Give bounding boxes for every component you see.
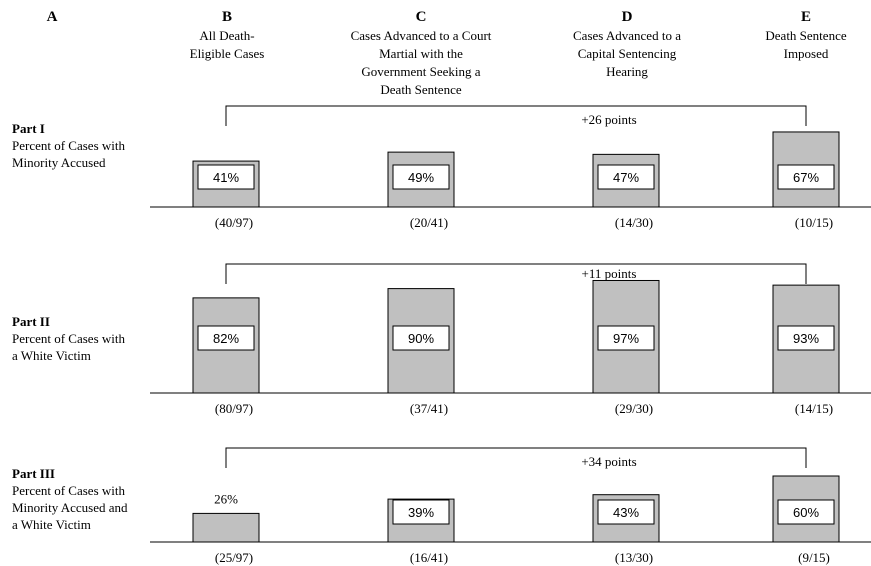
- column-title-line: All Death-: [199, 28, 254, 43]
- bar-value-label: 90%: [408, 331, 434, 346]
- bar-fraction-label: (25/97): [215, 550, 253, 565]
- panel-part-1: Part I Percent of Cases with Minority Accu…: [12, 105, 871, 230]
- column-header-b: B All Death- Eligible Cases: [190, 9, 265, 61]
- panel-subtitle-line: Percent of Cases with: [12, 331, 126, 346]
- bar-fraction-label: (10/15): [795, 215, 833, 230]
- value-label-box: [197, 164, 255, 190]
- column-title-line: Martial with the: [379, 46, 463, 61]
- column-letter: A: [47, 9, 58, 25]
- column-headers: A B All Death- Eligible Cases C Cases Advance…: [47, 9, 847, 97]
- value-label-box: [392, 164, 450, 190]
- column-letter: D: [622, 9, 633, 25]
- change-label: +34 points: [581, 454, 636, 469]
- bar-fraction-label: (14/30): [615, 215, 653, 230]
- bar-fraction-label: (29/30): [615, 401, 653, 416]
- bar-fraction-label: (14/15): [795, 401, 833, 416]
- column-letter: E: [801, 9, 811, 25]
- panel-title: Part III: [12, 466, 55, 481]
- column-title-line: Capital Sentencing: [578, 46, 677, 61]
- column-header-c: C Cases Advanced to a Court Martial with t…: [351, 9, 492, 97]
- bar-value-label: 82%: [213, 331, 239, 346]
- panel-title: Part I: [12, 121, 45, 136]
- bar-b: [192, 512, 260, 543]
- bar-value-label: 39%: [408, 505, 434, 520]
- bar-value-label: 47%: [613, 170, 639, 185]
- bar-fraction-label: (80/97): [215, 401, 253, 416]
- bar-fraction-label: (9/15): [798, 550, 830, 565]
- bar-value-label: 97%: [613, 331, 639, 346]
- change-label: +11 points: [582, 266, 637, 281]
- value-label-box: [392, 325, 450, 351]
- bar-fraction-label: (13/30): [615, 550, 653, 565]
- bar-value-label: 43%: [613, 505, 639, 520]
- chart-panels: Part I Percent of Cases with Minority Accu…: [12, 105, 871, 565]
- change-label: +26 points: [581, 112, 636, 127]
- bar-value-label: 60%: [793, 505, 819, 520]
- value-label-box: [597, 499, 655, 525]
- bar-value-label: 49%: [408, 170, 434, 185]
- panel-part-3: Part III Percent of Cases with Minority Ac…: [12, 447, 871, 565]
- bar-fraction-label: (16/41): [410, 550, 448, 565]
- column-letter: B: [222, 9, 232, 25]
- column-title-line: Cases Advanced to a: [573, 28, 681, 43]
- value-label-box: [597, 164, 655, 190]
- bar-value-label: 26%: [214, 491, 238, 506]
- panel-subtitle-line: Percent of Cases with: [12, 483, 126, 498]
- panel-subtitle-line: Minority Accused: [12, 155, 106, 170]
- panel-title: Part II: [12, 314, 50, 329]
- column-letter: C: [416, 9, 427, 25]
- bar-fraction-label: (40/97): [215, 215, 253, 230]
- column-title-line: Imposed: [784, 46, 829, 61]
- value-label-box: [597, 325, 655, 351]
- column-title-line: Cases Advanced to a Court: [351, 28, 492, 43]
- bar-fraction-label: (37/41): [410, 401, 448, 416]
- value-label-box: [777, 164, 835, 190]
- value-label-box: [197, 325, 255, 351]
- change-bracket: [225, 105, 807, 126]
- panel-subtitle-line: Percent of Cases with: [12, 138, 126, 153]
- panel-subtitle-line: Minority Accused and: [12, 500, 128, 515]
- change-bracket: [225, 447, 807, 468]
- column-header-d: D Cases Advanced to a Capital Sentencing He…: [573, 9, 681, 79]
- column-title-line: Death Sentence: [380, 82, 461, 97]
- change-bracket: [225, 263, 807, 284]
- column-title-line: Government Seeking a: [361, 64, 480, 79]
- column-header-a: A: [47, 9, 58, 25]
- value-label-box: [777, 325, 835, 351]
- column-title-line: Eligible Cases: [190, 46, 265, 61]
- column-header-e: E Death Sentence Imposed: [765, 9, 846, 61]
- value-label-box: [392, 499, 450, 525]
- panel-part-2: Part II Percent of Cases with a White Vict…: [12, 263, 871, 416]
- bar-fraction-label: (20/41): [410, 215, 448, 230]
- column-title-line: Death Sentence: [765, 28, 846, 43]
- value-label-box: [777, 499, 835, 525]
- column-title-line: Hearing: [606, 64, 648, 79]
- bar-value-label: 93%: [793, 331, 819, 346]
- bar-value-label: 67%: [793, 170, 819, 185]
- panel-subtitle-line: a White Victim: [12, 348, 91, 363]
- bar-value-label: 41%: [213, 170, 239, 185]
- panel-subtitle-line: a White Victim: [12, 517, 91, 532]
